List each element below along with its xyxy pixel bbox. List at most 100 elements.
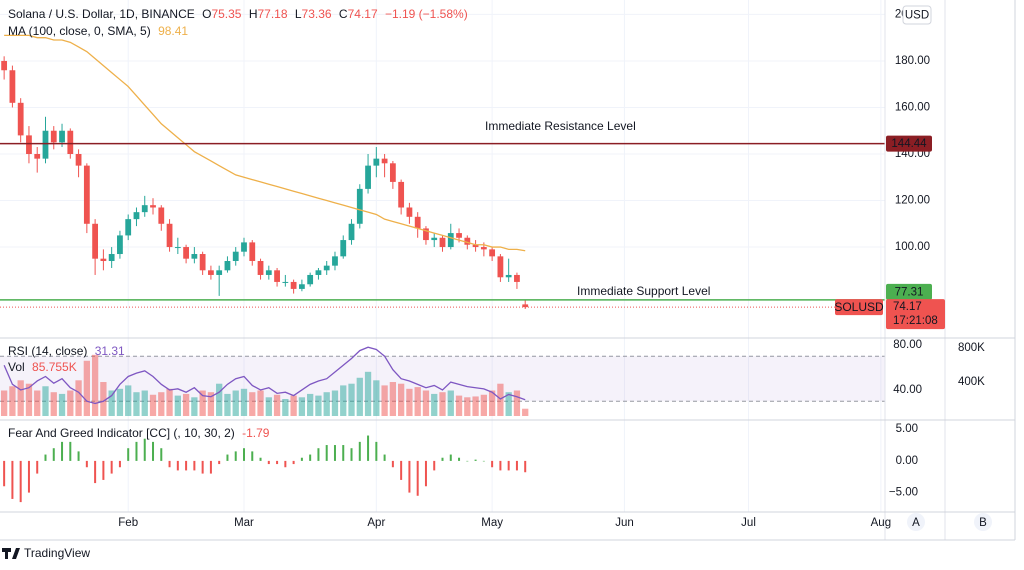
- volume-bar: [373, 380, 380, 416]
- volume-bar: [431, 393, 438, 416]
- fg-bar: [110, 460, 113, 474]
- candle-body: [174, 247, 181, 249]
- volume-tick-label: 400K: [958, 376, 985, 388]
- fg-bar: [226, 454, 229, 461]
- volume-bar: [0, 390, 8, 416]
- volume-bar: [497, 383, 504, 416]
- ticker-box: [835, 299, 883, 316]
- candle-body: [373, 158, 380, 166]
- fg-bar: [491, 460, 494, 468]
- volume-bar: [447, 390, 454, 416]
- fg-bar: [234, 451, 237, 461]
- fg-bar: [300, 457, 303, 461]
- fg-bar: [276, 460, 279, 465]
- fg-bar: [482, 460, 485, 462]
- volume-bar: [91, 354, 99, 416]
- fg-bar: [317, 448, 320, 461]
- auto-scale-button[interactable]: [907, 513, 925, 531]
- candle-body: [447, 233, 454, 248]
- auto-scale-label[interactable]: A: [912, 517, 920, 529]
- ma-value: 98.41: [158, 24, 188, 38]
- scale-b-button[interactable]: [974, 513, 992, 531]
- ohlc-value: 73.36: [302, 7, 332, 21]
- fg-bar: [449, 454, 452, 461]
- scale-b-label[interactable]: B: [979, 517, 987, 529]
- ohlc-value: 77.18: [257, 7, 287, 21]
- candle-body: [224, 261, 231, 271]
- volume-bar: [9, 386, 16, 416]
- fg-bar: [11, 460, 14, 499]
- fg-bar: [218, 460, 221, 465]
- fg-bar: [242, 448, 245, 461]
- candle-body: [290, 281, 297, 289]
- candle-body: [298, 284, 305, 289]
- fg-bar: [44, 454, 47, 461]
- fg-bar: [466, 460, 469, 462]
- fg-bar: [499, 460, 502, 471]
- ohlc-label: L: [295, 7, 302, 21]
- fg-bar: [424, 460, 427, 487]
- volume-bar: [199, 390, 206, 416]
- candle-body: [59, 130, 65, 143]
- volume-bar: [505, 392, 512, 416]
- candle-body: [199, 254, 206, 271]
- ma-legend: MA (100, close, 0, SMA, 5) 98.41: [8, 24, 188, 38]
- ohlc-label: H: [249, 7, 258, 21]
- volume-bar: [216, 383, 223, 416]
- candle-body: [83, 165, 90, 224]
- fg-bar: [309, 454, 312, 461]
- candle-body: [505, 274, 512, 278]
- fg-bar: [333, 445, 336, 461]
- ohlc-label: C: [339, 7, 348, 21]
- volume-bar: [75, 380, 82, 416]
- candle-body: [381, 158, 388, 164]
- candle-body: [158, 207, 165, 224]
- rsi-value: 31.31: [95, 344, 125, 358]
- fg-bar: [325, 445, 328, 461]
- candle-body: [166, 223, 173, 248]
- fg-bar: [69, 441, 72, 461]
- fg-bar: [375, 441, 378, 461]
- candle-body: [456, 233, 462, 238]
- ohlc-value: 74.17: [348, 7, 378, 21]
- fg-value: -1.79: [242, 426, 270, 440]
- x-tick-label: Jul: [741, 517, 756, 529]
- volume-bar: [480, 394, 487, 416]
- currency-box[interactable]: [902, 5, 932, 25]
- fg-bar: [36, 460, 39, 474]
- rsi-line: [3, 346, 526, 405]
- volume-bar: [191, 397, 198, 416]
- price-value: 74.17: [893, 301, 922, 313]
- candle-body: [216, 270, 223, 275]
- volume-bar: [315, 395, 322, 416]
- volume-bar: [488, 390, 496, 416]
- volume-bar: [50, 392, 57, 416]
- volume-bar: [34, 390, 41, 416]
- candle-body: [348, 223, 355, 241]
- candle-body: [414, 216, 421, 229]
- x-tick-label: Feb: [118, 517, 138, 529]
- fg-bar: [102, 460, 105, 480]
- fg-tick-label: 0.00: [896, 455, 918, 467]
- level-price: 77.31: [895, 286, 924, 298]
- candle-body: [108, 254, 115, 262]
- price-box: [886, 299, 945, 330]
- rsi-label: RSI (14, close): [8, 344, 87, 358]
- x-tick-label: Aug: [871, 517, 891, 529]
- candle-body: [9, 70, 16, 103]
- candle-body: [340, 240, 347, 257]
- volume-bar: [174, 395, 181, 416]
- legend-line: Solana / U.S. Dollar, 1D, BINANCE O75.35…: [8, 7, 468, 21]
- volume-bar: [298, 397, 306, 416]
- volume-bar: [307, 393, 314, 416]
- fg-bar: [342, 445, 345, 461]
- candle-body: [117, 235, 123, 255]
- y-tick-label: 180.00: [895, 55, 930, 67]
- ma-label: MA (100, close, 0, SMA, 5): [8, 24, 151, 38]
- candle-body: [141, 205, 148, 213]
- currency[interactable]: USD: [905, 10, 929, 22]
- fg-bar: [515, 460, 518, 471]
- fg-bar: [143, 438, 146, 461]
- candle-body: [480, 247, 487, 250]
